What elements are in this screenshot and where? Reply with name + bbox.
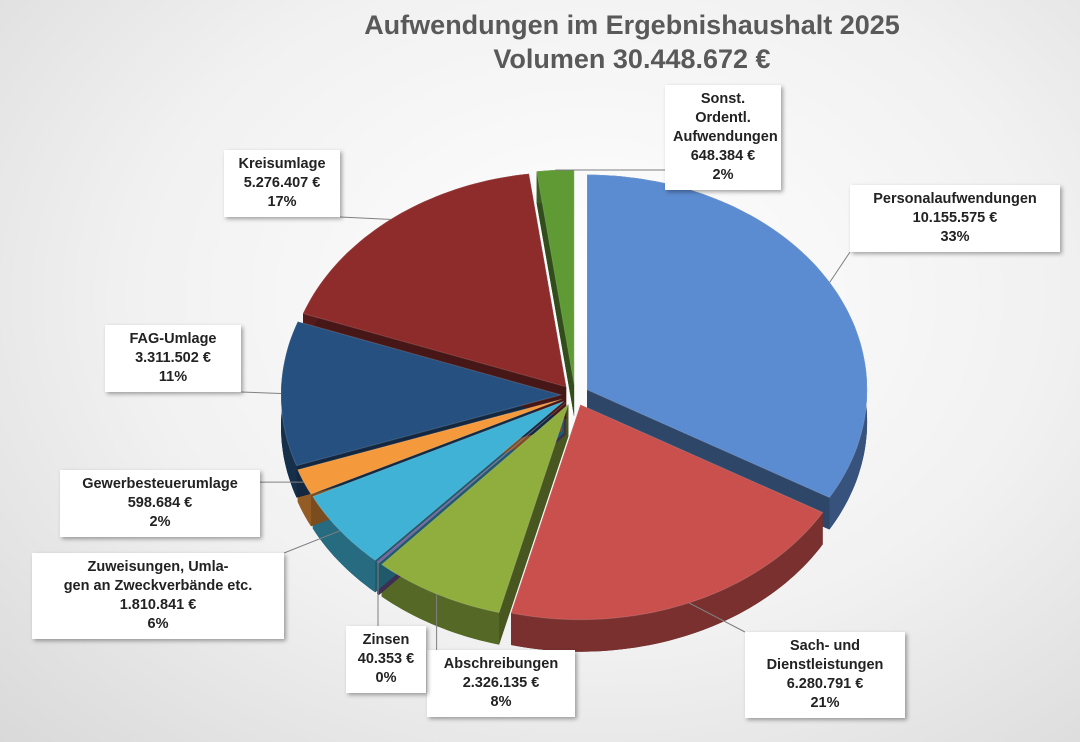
label-value: 2% [149, 514, 171, 530]
data-label: Abschreibungen 2.326.135 € 8% [427, 650, 575, 717]
label-value: 6.280.791 € [786, 676, 864, 692]
label-value: 5.276.407 € [243, 175, 321, 191]
slice-side [312, 496, 376, 593]
label-value: 0% [375, 670, 397, 686]
data-label: Personalaufwendungen 10.155.575 € 33% [850, 185, 1060, 252]
leader-line [339, 216, 391, 220]
slice [312, 400, 565, 561]
data-label: Gewerbesteuerumlage 598.684 € 2% [60, 470, 260, 537]
label-value: 17% [267, 194, 297, 210]
leader-line [283, 530, 341, 554]
label-value: 21% [810, 695, 840, 711]
data-label: Zinsen 40.353 € 0% [346, 626, 426, 693]
label-value: 2% [712, 167, 734, 183]
label-name: Kreisumlage [238, 156, 326, 172]
label-value: 6% [147, 616, 169, 632]
data-label: Sach- und Dienstleistungen 6.280.791 € 21% [745, 632, 905, 718]
data-label: Kreisumlage 5.276.407 € 17% [224, 150, 340, 217]
label-name: Personalaufwendungen [873, 191, 1037, 207]
label-name: Zinsen [362, 632, 410, 648]
label-name: Zuweisungen, Umla- gen an Zweckverbände … [63, 559, 253, 594]
label-value: 648.384 € [690, 148, 756, 164]
label-name: Gewerbesteuerumlage [82, 476, 238, 492]
data-label: Zuweisungen, Umla- gen an Zweckverbände … [32, 553, 284, 639]
leader-line [829, 251, 851, 283]
label-value: 40.353 € [357, 651, 415, 667]
label-value: 3.311.502 € [135, 350, 211, 366]
label-name: Abschreibungen [443, 656, 559, 672]
slice-side [499, 404, 569, 645]
label-value: 2.326.135 € [462, 675, 540, 691]
label-name: FAG-Umlage [129, 331, 217, 347]
data-label: FAG-Umlage 3.311.502 € 11% [105, 325, 241, 392]
slice-side [381, 564, 500, 645]
label-value: 33% [940, 229, 970, 245]
label-value: 11% [158, 369, 188, 385]
slice [510, 404, 824, 621]
leader-line [688, 602, 746, 633]
chart-title: Aufwendungen im Ergebnishaushalt 2025 [364, 10, 900, 40]
label-name: Sach- und Dienstleistungen [766, 638, 884, 673]
slice-side [536, 171, 575, 417]
leader-line [240, 391, 282, 395]
label-value: 8% [490, 694, 512, 710]
slice-side [511, 512, 823, 652]
label-value: 598.684 € [127, 495, 193, 511]
chart-subtitle: Volumen 30.448.672 € [493, 44, 771, 74]
label-name: Sonst. Ordentl. Aufwendungen [673, 91, 778, 145]
label-value: 10.155.575 € [912, 210, 998, 226]
data-label: Sonst. Ordentl. Aufwendungen 648.384 € 2% [665, 85, 781, 190]
label-value: 1.810.841 € [119, 597, 197, 613]
